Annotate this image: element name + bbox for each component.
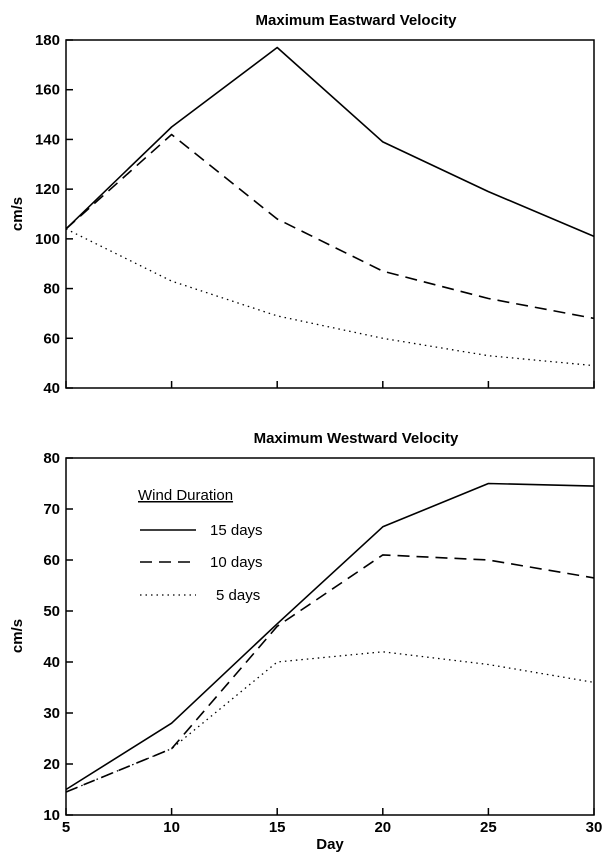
chart-title: Maximum Eastward Velocity — [256, 12, 458, 29]
legend-entry-5-days: 5 days — [140, 587, 260, 604]
y-tick-label: 60 — [43, 330, 60, 347]
series-line-dashed — [65, 554, 595, 793]
ticks: 40 60 80 100 120 140 160 180 — [35, 32, 595, 397]
y-tick-label: 70 — [43, 501, 60, 518]
y-axis-label: cm/s — [9, 619, 26, 653]
x-tick-label: 25 — [480, 819, 497, 836]
legend: Wind Duration 15 days 10 days 5 days — [138, 487, 263, 604]
legend-label: 5 days — [216, 587, 260, 604]
y-tick-label: 120 — [35, 181, 60, 198]
y-tick-label: 50 — [43, 603, 60, 620]
series-group — [65, 46, 595, 367]
y-tick-label: 80 — [43, 281, 60, 298]
x-tick-label: 10 — [163, 819, 180, 836]
series-line-dashed — [65, 133, 595, 320]
chart-title: Maximum Westward Velocity — [254, 430, 459, 447]
y-tick-label: 60 — [43, 552, 60, 569]
y-tick-label: 180 — [35, 32, 60, 49]
x-tick-label: 15 — [269, 819, 286, 836]
y-tick-label: 80 — [43, 450, 60, 467]
y-tick-label: 140 — [35, 131, 60, 148]
plot-frame — [65, 457, 595, 816]
y-tick-label: 20 — [43, 756, 60, 773]
series-line-dotted — [65, 228, 595, 367]
series-line-solid — [65, 482, 595, 791]
series-line-solid — [65, 46, 595, 238]
x-axis-label: Day — [316, 836, 344, 853]
eastward-velocity-panel: Maximum Eastward Velocity 40 60 80 100 120 14… — [9, 12, 595, 397]
y-axis-label: cm/s — [9, 197, 26, 231]
y-tick-label: 40 — [43, 380, 60, 397]
x-tick-label: 30 — [586, 819, 603, 836]
legend-title: Wind Duration — [138, 487, 233, 504]
y-tick-label: 40 — [43, 654, 60, 671]
series-group — [65, 482, 595, 793]
x-tick-label: 20 — [374, 819, 391, 836]
y-tick-label: 160 — [35, 82, 60, 99]
legend-entry-15-days: 15 days — [140, 522, 263, 539]
westward-velocity-panel: Maximum Westward Velocity 5 10 15 20 25 30102… — [9, 430, 602, 853]
legend-label: 10 days — [210, 554, 263, 571]
plot-frame — [65, 39, 595, 389]
legend-label: 15 days — [210, 522, 263, 539]
series-line-dotted — [65, 651, 595, 793]
y-tick-label: 10 — [43, 807, 60, 824]
x-tick-label: 5 — [62, 819, 70, 836]
legend-entry-10-days: 10 days — [140, 554, 263, 571]
y-tick-label: 100 — [35, 231, 60, 248]
y-tick-label: 30 — [43, 705, 60, 722]
